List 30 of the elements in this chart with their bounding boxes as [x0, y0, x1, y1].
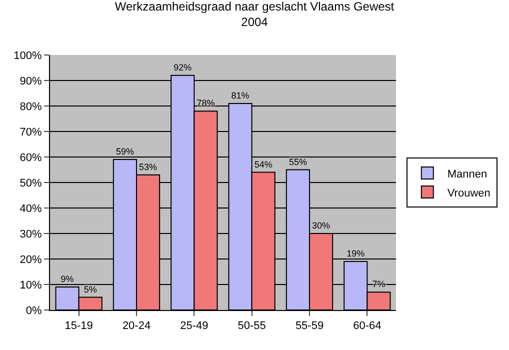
- data-label: 30%: [312, 220, 330, 230]
- data-label: 59%: [116, 146, 134, 157]
- y-tick-label: 60%: [20, 152, 42, 164]
- y-tick-label: 100%: [14, 50, 42, 62]
- x-tick-label: 55-59: [295, 320, 324, 332]
- x-tick-label: 50-55: [238, 320, 266, 332]
- y-tick-label: 10%: [20, 279, 42, 292]
- y-tick-label: 30%: [20, 228, 42, 240]
- data-label: 53%: [139, 162, 158, 172]
- x-tick-label: 60-64: [353, 320, 382, 332]
- data-label: 5%: [84, 284, 97, 294]
- x-tick-label: 15-19: [64, 320, 93, 332]
- y-tick-label: 0%: [26, 304, 42, 317]
- y-tick-label: 90%: [20, 75, 42, 88]
- y-tick-label: 20%: [20, 254, 42, 266]
- y-tick-label: 80%: [20, 100, 42, 113]
- data-label: 54%: [254, 159, 272, 170]
- x-tick-label: 25-49: [180, 320, 208, 332]
- data-label: 92%: [174, 62, 192, 72]
- data-label: 9%: [60, 274, 74, 284]
- y-tick-label: 50%: [20, 177, 42, 190]
- data-label: 81%: [231, 90, 250, 100]
- legend-label: Vrouwen: [447, 187, 490, 200]
- legend-label: Mannen: [447, 168, 488, 180]
- chart-title: Werkzaamheidsgraad naar geslacht Vlaams Gewest 2004: [114, 0, 395, 30]
- y-tick-label: 40%: [20, 202, 42, 215]
- data-label: 19%: [346, 248, 365, 259]
- data-label: 55%: [288, 156, 307, 167]
- x-tick-label: 20-24: [122, 320, 151, 332]
- y-tick-label: 70%: [20, 126, 42, 138]
